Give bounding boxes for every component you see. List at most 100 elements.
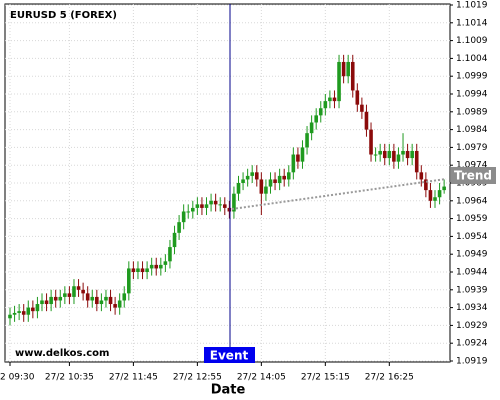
y-tick-label: 1.0959 bbox=[456, 214, 488, 224]
candle-body bbox=[209, 200, 213, 205]
y-tick-label: 1.1019 bbox=[456, 1, 488, 11]
y-tick-label: 1.1004 bbox=[456, 54, 488, 64]
candle-body bbox=[360, 104, 364, 112]
candle-body bbox=[264, 186, 268, 194]
candle-body bbox=[309, 122, 314, 134]
candle-body bbox=[90, 296, 95, 301]
candle-body bbox=[392, 150, 396, 162]
candle-body bbox=[181, 211, 186, 223]
axes: 1.0919 1.0924 1.0929 1.0934 1.0939 1.0944 1.09… bbox=[0, 1, 488, 383]
x-tick-label: 27/2 12:55 bbox=[173, 373, 222, 383]
candle-body bbox=[113, 304, 117, 308]
candle-body bbox=[236, 183, 241, 194]
candle-body bbox=[268, 179, 273, 187]
candle-body bbox=[332, 97, 337, 102]
candle-body bbox=[369, 129, 373, 155]
candle-body bbox=[328, 97, 332, 102]
y-tick-label: 1.0979 bbox=[456, 143, 488, 153]
y-tick-label: 1.0924 bbox=[456, 339, 488, 349]
candle-body bbox=[99, 300, 104, 305]
candle-body bbox=[140, 268, 145, 272]
candle-body bbox=[218, 204, 223, 206]
y-tick-label: 1.0964 bbox=[456, 196, 488, 206]
candle-body bbox=[67, 293, 72, 297]
candle-body bbox=[117, 300, 122, 308]
candle-body bbox=[350, 61, 355, 91]
y-tick-label: 1.0939 bbox=[456, 285, 488, 295]
candle-body bbox=[410, 150, 414, 159]
candle-body bbox=[323, 101, 328, 109]
candle-body bbox=[387, 150, 392, 159]
y-tick-label: 1.1009 bbox=[456, 36, 488, 46]
candle-body bbox=[72, 286, 76, 297]
candle-body bbox=[296, 154, 300, 162]
candle-body bbox=[108, 296, 113, 305]
candle-body bbox=[305, 133, 309, 148]
y-tick-label: 1.0929 bbox=[456, 321, 488, 331]
candle-body bbox=[145, 268, 149, 272]
candle-body bbox=[250, 172, 255, 176]
candle-body bbox=[442, 186, 446, 191]
candle-body bbox=[17, 311, 21, 313]
candle-body bbox=[154, 264, 159, 269]
candle-body bbox=[191, 207, 195, 212]
candle-body bbox=[44, 300, 49, 305]
candle-body bbox=[40, 300, 44, 305]
candle-body bbox=[104, 296, 108, 301]
candle-body bbox=[127, 268, 131, 294]
candle-body bbox=[259, 179, 264, 194]
candle-body bbox=[31, 307, 35, 312]
candle-body bbox=[286, 172, 291, 180]
candle-body bbox=[95, 296, 99, 305]
x-tick-label: 27/2 10:35 bbox=[45, 373, 94, 383]
y-tick-label: 1.0934 bbox=[456, 303, 488, 313]
candle-body bbox=[373, 154, 378, 156]
candle-body bbox=[346, 61, 350, 77]
candle-body bbox=[241, 179, 245, 183]
candle-body bbox=[382, 150, 387, 159]
candle-body bbox=[277, 175, 282, 183]
candle-body bbox=[341, 61, 346, 77]
y-tick-label: 1.0919 bbox=[456, 357, 488, 367]
candle-body bbox=[318, 108, 323, 116]
candle-body bbox=[314, 115, 318, 123]
candle-body bbox=[195, 204, 200, 208]
watermark: www.delkos.com bbox=[15, 348, 109, 359]
candle-body bbox=[168, 247, 172, 262]
candle-body bbox=[291, 154, 296, 173]
candle-body bbox=[131, 268, 136, 272]
candle-body bbox=[200, 204, 204, 208]
y-tick-label: 1.0949 bbox=[456, 250, 488, 260]
candle-body bbox=[21, 311, 26, 315]
candle-body bbox=[401, 150, 405, 155]
candle-body bbox=[26, 307, 31, 315]
x-tick-label: 27/2 11:45 bbox=[109, 373, 158, 383]
candle-body bbox=[76, 286, 81, 290]
candle-body bbox=[227, 207, 232, 212]
candle-body bbox=[35, 304, 40, 312]
candle-body bbox=[414, 150, 419, 173]
candles bbox=[8, 54, 446, 326]
y-tick-label: 1.0994 bbox=[456, 90, 488, 100]
candle-body bbox=[53, 296, 58, 301]
candle-body bbox=[232, 193, 236, 212]
y-tick-label: 1.0954 bbox=[456, 232, 488, 242]
candle-body bbox=[222, 204, 227, 208]
candle-body bbox=[396, 154, 401, 162]
candle-body bbox=[204, 204, 209, 208]
event-label: Event bbox=[210, 349, 249, 363]
candle-body bbox=[405, 150, 410, 159]
candle-body bbox=[177, 222, 181, 233]
candle-body bbox=[282, 175, 286, 180]
y-tick-label: 1.0944 bbox=[456, 268, 488, 278]
candle-body bbox=[433, 197, 437, 201]
candle-body bbox=[81, 289, 85, 294]
candle-body bbox=[58, 296, 63, 301]
y-tick-label: 1.0974 bbox=[456, 161, 488, 171]
candle-body bbox=[159, 264, 163, 269]
candle-body bbox=[49, 296, 53, 305]
candle-body bbox=[136, 268, 140, 272]
y-tick-label: 1.0999 bbox=[456, 72, 488, 82]
candle-body bbox=[8, 314, 12, 319]
